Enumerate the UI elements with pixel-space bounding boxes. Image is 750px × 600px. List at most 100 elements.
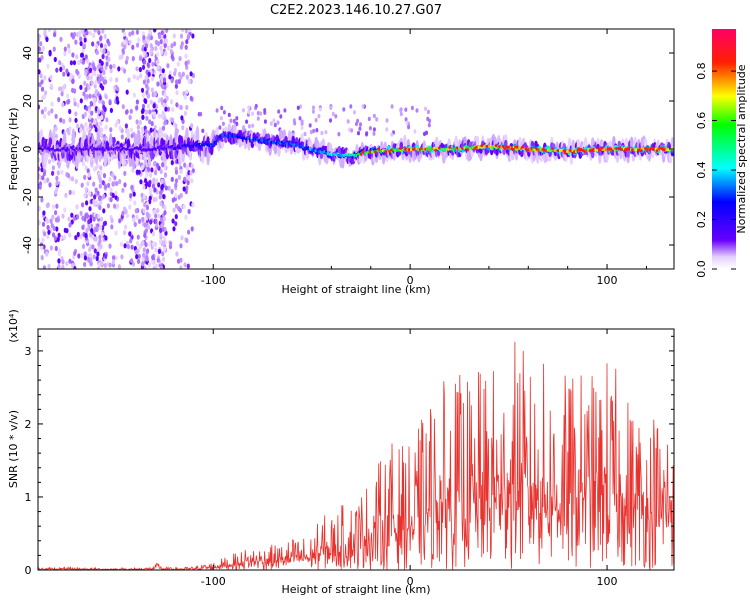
noise-speck xyxy=(139,73,143,79)
noise-speck xyxy=(151,254,155,260)
ridge-cell xyxy=(96,130,101,149)
noise-speck xyxy=(142,194,146,200)
noise-speck xyxy=(276,120,280,125)
noise-speck xyxy=(103,43,107,49)
ridge-cell xyxy=(55,144,60,150)
noise-speck xyxy=(163,205,167,211)
noise-speck xyxy=(162,235,167,241)
noise-speck xyxy=(109,107,113,113)
noise-speck xyxy=(157,213,161,219)
noise-speck xyxy=(110,217,114,224)
noise-speck xyxy=(65,68,69,74)
noise-speck xyxy=(60,91,64,97)
noise-speck xyxy=(299,104,303,109)
noise-speck xyxy=(153,29,157,33)
colorbar-tick-label: 0.6 xyxy=(695,112,708,129)
noise-speck xyxy=(183,94,187,100)
noise-speck xyxy=(166,106,170,112)
spectrogram-xlabel: Height of straight line (km) xyxy=(281,283,430,296)
spectrogram-xtick-label: 100 xyxy=(597,274,618,287)
noise-speck xyxy=(87,219,91,225)
noise-speck xyxy=(171,197,175,203)
noise-speck xyxy=(114,230,118,236)
noise-speck xyxy=(40,245,44,251)
noise-speck xyxy=(85,126,90,132)
noise-speck xyxy=(88,232,93,238)
noise-speck xyxy=(390,132,394,137)
noise-speck xyxy=(81,59,85,65)
noise-speck xyxy=(135,66,139,72)
noise-speck xyxy=(93,29,97,33)
noise-speck xyxy=(156,81,160,87)
noise-speck xyxy=(38,104,41,110)
noise-speck xyxy=(148,57,152,64)
noise-speck xyxy=(89,67,93,74)
noise-speck xyxy=(176,258,181,264)
noise-speck xyxy=(95,43,99,49)
noise-speck xyxy=(100,66,104,72)
noise-speck xyxy=(71,52,75,58)
noise-speck xyxy=(123,230,127,236)
noise-speck xyxy=(80,252,84,259)
noise-speck xyxy=(159,201,163,207)
noise-speck xyxy=(131,56,135,62)
noise-speck xyxy=(186,263,190,269)
noise-speck xyxy=(70,219,74,225)
noise-speck xyxy=(81,215,85,221)
noise-speck xyxy=(137,253,141,259)
noise-speck xyxy=(75,204,79,210)
noise-speck xyxy=(372,127,376,132)
noise-speck xyxy=(91,62,95,68)
noise-speck xyxy=(156,64,160,70)
noise-speck xyxy=(187,208,191,215)
noise-speck xyxy=(72,216,76,222)
noise-speck xyxy=(93,119,97,125)
noise-speck xyxy=(98,234,102,240)
noise-speck xyxy=(185,89,189,95)
noise-speck xyxy=(149,49,153,55)
noise-speck xyxy=(184,53,188,59)
noise-speck xyxy=(47,229,51,235)
noise-speck xyxy=(143,46,147,53)
noise-speck xyxy=(51,214,55,220)
noise-speck xyxy=(86,75,90,81)
noise-speck xyxy=(298,116,302,121)
noise-speck xyxy=(148,180,152,186)
noise-speck xyxy=(83,111,87,117)
spectrogram-marks xyxy=(38,29,674,269)
noise-speck xyxy=(133,221,137,228)
noise-speck xyxy=(174,178,179,184)
noise-speck xyxy=(79,234,83,240)
noise-speck xyxy=(57,264,61,269)
noise-speck xyxy=(84,54,88,60)
noise-speck xyxy=(138,67,142,73)
noise-speck xyxy=(115,86,119,92)
noise-speck xyxy=(368,126,372,131)
spectrogram-ytick-label: 20 xyxy=(21,94,34,108)
noise-speck xyxy=(46,234,50,240)
noise-speck xyxy=(159,227,163,234)
noise-speck xyxy=(156,52,160,58)
noise-speck xyxy=(92,199,96,205)
noise-speck xyxy=(56,170,60,176)
noise-speck xyxy=(172,207,176,213)
noise-speck xyxy=(84,165,88,171)
noise-speck xyxy=(399,111,403,117)
noise-speck xyxy=(190,178,194,184)
noise-speck xyxy=(104,94,108,100)
noise-speck xyxy=(157,113,162,119)
noise-speck xyxy=(79,84,83,90)
noise-speck xyxy=(104,235,108,241)
noise-speck xyxy=(152,161,156,167)
noise-speck xyxy=(40,197,44,203)
noise-speck xyxy=(100,261,104,267)
noise-speck xyxy=(163,92,167,98)
noise-speck xyxy=(88,114,92,120)
noise-speck xyxy=(164,50,168,57)
noise-speck xyxy=(77,253,81,259)
noise-speck xyxy=(49,245,54,251)
noise-speck xyxy=(81,224,85,230)
noise-speck xyxy=(141,107,145,113)
noise-speck xyxy=(64,192,68,198)
